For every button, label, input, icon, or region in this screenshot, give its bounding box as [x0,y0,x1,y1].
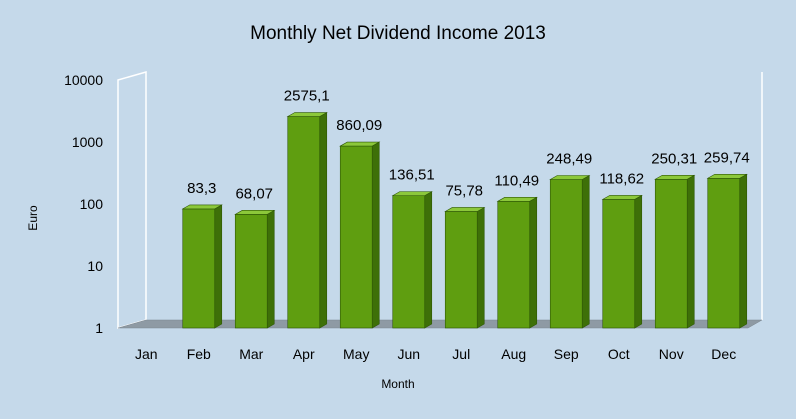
data-labels: 83,3 68,07 2575,1 860,09 136,51 75,78 110,49 24… [187,88,750,203]
data-label: 2575,1 [284,88,330,105]
bar [654,174,696,329]
x-axis-ticks: Jan Feb Mar Apr May Jun Jul Aug Sep Oct Nov Dec [135,346,736,362]
bar [444,206,486,329]
bar [234,209,276,329]
data-label: 259,74 [704,149,750,166]
floor [117,319,763,329]
bar-front [339,145,373,329]
bar-top [706,173,748,179]
bar-top [601,195,643,200]
bar-top [234,210,276,215]
data-label: 136,51 [389,167,435,184]
bar [601,194,643,329]
bar-top [391,191,433,196]
bar-side [739,173,748,329]
back-left-wall [117,71,147,329]
x-tick-label: Jul [452,346,470,362]
bar-top [444,207,486,212]
y-tick-label: 10 [87,258,103,274]
bar-front [234,214,268,329]
bar [181,204,223,329]
bar-top [496,197,538,202]
data-label: 860,09 [336,117,382,134]
data-label: 110,49 [494,172,539,189]
bar-front [444,211,478,329]
data-label: 75,78 [445,182,483,199]
bar-side [634,194,643,329]
y-tick-label: 10000 [64,72,103,88]
chart-title: Monthly Net Dividend Income 2013 [250,23,546,44]
bar-front [707,177,741,329]
x-tick-label: Apr [293,346,315,362]
bar [549,174,591,329]
data-label: 68,07 [235,185,273,202]
bar-front [549,179,583,329]
y-tick-label: 100 [80,196,104,212]
x-tick-label: Oct [608,346,630,362]
y-tick-label: 1000 [72,134,103,150]
bar-front [392,195,426,329]
y-axis-ticks: 1 10 100 1000 10000 [64,72,103,336]
bar-side [529,196,538,329]
bar-front [497,201,531,329]
x-axis-title: Month [381,377,414,391]
bar-front [602,199,636,329]
bar-top [286,112,328,117]
bar-side [686,174,695,329]
bar [391,191,433,329]
bar-front [287,116,321,329]
bar-front [182,208,216,329]
data-label: 118,62 [599,170,644,187]
bar [339,141,381,329]
data-label: 83,3 [187,180,216,197]
bars [181,112,748,329]
x-tick-label: Dec [711,346,736,362]
bar [706,173,748,329]
bar-side [214,204,223,329]
bar-front [654,178,688,329]
data-label: 248,49 [546,150,592,167]
bar-side [266,209,275,329]
x-tick-label: Feb [187,346,211,362]
plot-walls [117,71,763,329]
x-tick-label: Aug [501,346,526,362]
bar-side [581,174,590,329]
bar-side [319,112,328,329]
y-axis-title: Euro [26,205,40,231]
bar-top [654,174,696,180]
bar [286,112,328,329]
bar-side [424,191,433,329]
x-tick-label: Jun [397,346,420,362]
data-label: 250,31 [651,150,697,167]
bar [496,196,538,329]
x-tick-label: Mar [239,346,263,362]
bar-top [339,141,381,147]
x-tick-label: Sep [554,346,579,362]
bar-top [181,204,223,210]
bar-top [549,175,591,180]
x-tick-label: May [343,346,369,362]
x-tick-label: Nov [659,346,684,362]
bar-side [476,206,485,329]
y-tick-label: 1 [95,320,103,336]
bar-side [371,141,380,329]
x-tick-label: Jan [135,346,158,362]
